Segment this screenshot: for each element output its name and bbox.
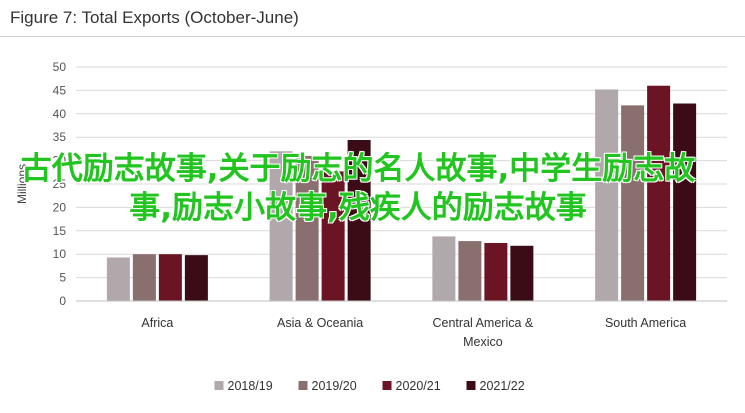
y-tick-label: 45	[53, 83, 67, 97]
bar	[510, 245, 534, 301]
category-label: Asia & Oceania	[277, 316, 363, 330]
category-label: South America	[605, 316, 686, 330]
chart-title: Figure 7: Total Exports (October-June)	[10, 8, 299, 27]
bar	[673, 103, 697, 301]
y-tick-label: 50	[53, 60, 67, 74]
y-tick-label: 25	[53, 177, 67, 191]
y-tick-label: 40	[53, 107, 67, 121]
bar	[321, 171, 345, 301]
bar	[432, 236, 456, 301]
y-tick-label: 0	[59, 294, 66, 308]
legend-label: 2021/22	[480, 379, 525, 393]
category-label: Central America &	[433, 316, 534, 330]
category-label: Africa	[141, 316, 173, 330]
y-tick-label: 5	[59, 271, 66, 285]
y-tick-label: 10	[53, 247, 67, 261]
legend-swatch	[214, 381, 224, 390]
bar	[132, 254, 156, 301]
axis-layer: 0 5 10 15 20 25 30 35 40 45 50 Millions Africa Asia &…	[15, 60, 727, 349]
y-tick-label: 35	[53, 130, 67, 144]
legend-label: 2019/20	[312, 379, 357, 393]
y-axis-label: Millions	[15, 164, 29, 204]
bar	[158, 254, 182, 301]
bar	[595, 89, 619, 302]
bar	[184, 255, 208, 301]
legend-label: 2018/19	[228, 379, 273, 393]
bar	[647, 85, 671, 301]
category-label: Mexico	[463, 335, 503, 349]
bar	[484, 242, 508, 301]
legend-layer: 2018/19 2019/20 2020/21 2021/22	[214, 379, 525, 393]
legend-swatch	[466, 381, 476, 390]
bar	[621, 105, 645, 301]
grid-layer	[76, 66, 727, 279]
y-tick-label: 30	[53, 154, 67, 168]
bar	[347, 140, 371, 301]
y-tick-label: 20	[53, 200, 67, 214]
legend-swatch	[298, 381, 308, 390]
bar	[295, 155, 319, 301]
bar	[458, 241, 482, 301]
bar	[269, 151, 293, 301]
legend-label: 2020/21	[396, 379, 441, 393]
bar	[106, 257, 130, 301]
bars-layer	[106, 85, 697, 302]
y-tick-label: 15	[53, 224, 67, 238]
watermark-overlay-text: 古代励志故事,关于励志的名人故事,中学生励志故事,励志小故事,残疾人的励志故事	[20, 151, 696, 226]
legend-swatch	[382, 381, 392, 390]
title-bar: Figure 7: Total Exports (October-June)	[0, 0, 745, 37]
